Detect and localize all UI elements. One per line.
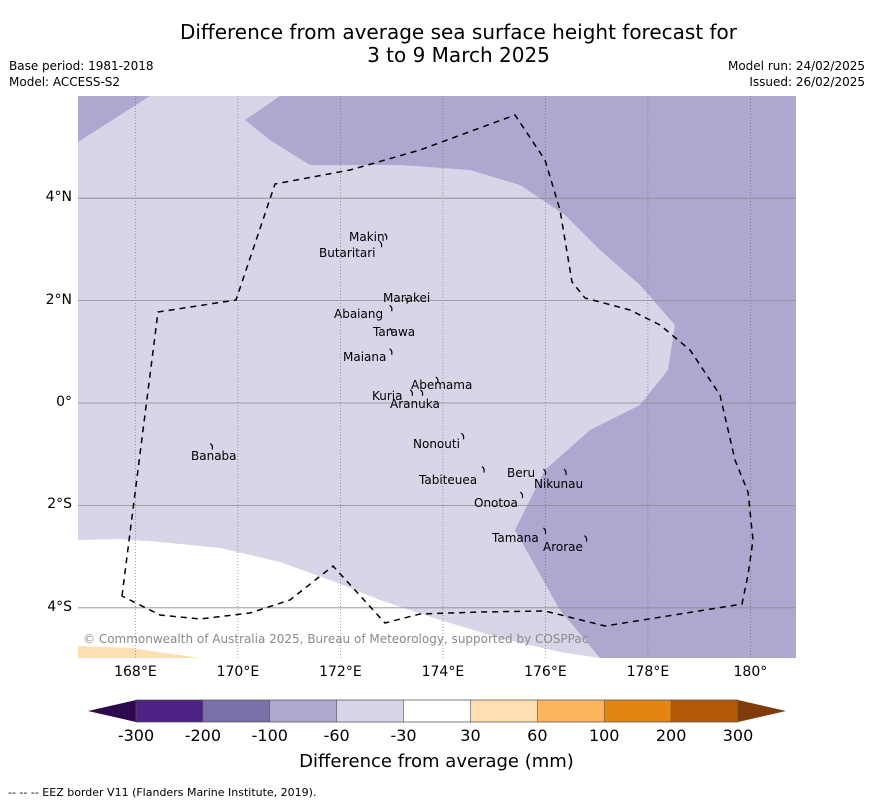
island-outline [404, 297, 408, 304]
island-outline [563, 468, 567, 476]
island-label-maiana: Maiana [343, 350, 386, 364]
colorbar-tick-label: -30 [390, 726, 417, 745]
island-outline [543, 468, 547, 476]
colorbar-tick-label: -300 [117, 726, 155, 745]
island-outline [543, 527, 547, 535]
colorbar-tick-label: -200 [184, 726, 222, 745]
island-outline [384, 233, 388, 240]
island-label-banaba: Banaba [191, 449, 237, 463]
island-outline [461, 432, 465, 440]
map-title: Difference from average sea surface heig… [0, 21, 873, 67]
colorbar-tick-label: -100 [251, 726, 288, 745]
colorbar-tick-label: -60 [323, 726, 350, 745]
colorbar-segment [537, 699, 605, 723]
colorbar-tick-label: 60 [527, 726, 548, 745]
latitude-tick-label: 4°S [47, 598, 72, 615]
colorbar-tick-label: 300 [722, 726, 754, 745]
colorbar-segment [403, 699, 471, 723]
island-outline [389, 348, 393, 355]
island-label-arorae: Arorae [543, 540, 583, 554]
issued-date: Issued: 26/02/2025 [749, 75, 865, 89]
island-outline [409, 389, 413, 396]
island-label-butaritari: Butaritari [319, 246, 376, 260]
eez-legend-footnote: -- -- -- EEZ border V11 (Flanders Marine… [8, 786, 317, 799]
colorbar-title: Difference from average (mm) [299, 751, 574, 772]
island-outline [435, 376, 439, 384]
title-line-1: Difference from average sea surface heig… [179, 20, 738, 44]
colorbar-segment [202, 699, 271, 723]
longitude-tick-label: 176°E [524, 664, 567, 680]
island-label-beru: Beru [507, 466, 535, 480]
colorbar-frame [135, 699, 739, 723]
latitude-tick-label: 2°N [45, 291, 72, 308]
island-outline [389, 304, 393, 312]
colorbar-segment [603, 699, 672, 723]
island-label-nonouti: Nonouti [413, 437, 460, 451]
island-label-onotoa: Onotoa [474, 496, 518, 510]
longitude-tick-label: 178°E [626, 664, 670, 680]
island-outline [389, 327, 393, 335]
colorbar-tick-label: 30 [460, 726, 481, 745]
longitude-tick-label: 174°E [421, 664, 465, 680]
island-label-tarawa: Tarawa [372, 325, 415, 339]
model-info: Base period: 1981-2018 Model: ACCESS-S2 [9, 58, 154, 90]
model-run: Model run: 24/02/2025 [727, 59, 865, 73]
island-outline [481, 466, 485, 473]
colorbar-extend-high [738, 700, 786, 722]
longitude-tick-label: 180° [733, 664, 768, 680]
island-label-nikunau: Nikunau [534, 477, 583, 491]
latitude-tick-label: 2°S [47, 496, 72, 513]
colorbar [88, 699, 786, 723]
base-period: Base period: 1981-2018 [9, 59, 154, 73]
longitude-tick-label: 168°E [114, 664, 157, 680]
colorbar-extend-low [88, 700, 136, 722]
island-outline [584, 535, 588, 542]
island-outline [420, 389, 424, 396]
island-outline [209, 443, 214, 450]
run-info: Model run: 24/02/2025 Issued: 26/02/2025 [728, 58, 865, 90]
island-label-tamana: Tamana [491, 531, 539, 545]
colorbar-segment [135, 699, 204, 723]
island-label-abaiang: Abaiang [334, 307, 383, 321]
island-label-makin: Makin [349, 230, 385, 244]
colorbar-segment [269, 699, 337, 723]
anomaly-neutral-region [78, 539, 600, 658]
latitude-tick-label: 4°N [45, 189, 72, 206]
colorbar-segment [670, 699, 739, 723]
colorbar-tick-label: 200 [655, 726, 687, 745]
latitude-tick-label: 0° [56, 394, 72, 410]
island-outline [379, 240, 383, 248]
island-label-abemama: Abemama [411, 378, 472, 392]
model-name: Model: ACCESS-S2 [9, 75, 121, 89]
island-label-marakei: Marakei [383, 291, 430, 305]
island-label-kuria: Kuria [372, 389, 403, 403]
copyright-notice: © Commonwealth of Australia 2025, Bureau… [83, 632, 589, 646]
island-outline [519, 491, 524, 499]
colorbar-segment [336, 699, 404, 723]
anomaly-30-to-60-region [78, 646, 200, 658]
colorbar-segments [135, 699, 739, 723]
anomaly-minus100-to-minus60-region-east [245, 96, 796, 658]
title-line-2: 3 to 9 March 2025 [367, 43, 550, 67]
graticule [78, 96, 796, 658]
anomaly-minus100-to-minus60-region-nw [78, 96, 150, 142]
island-label-tabiteuea: Tabiteuea [418, 473, 477, 487]
eez-border [121, 114, 754, 627]
longitude-tick-label: 170°E [216, 664, 260, 680]
colorbar-tick-label: 100 [588, 726, 620, 745]
island-label-aranuka: Aranuka [390, 397, 440, 411]
colorbar-segment [470, 699, 538, 723]
longitude-tick-label: 172°E [319, 664, 362, 680]
